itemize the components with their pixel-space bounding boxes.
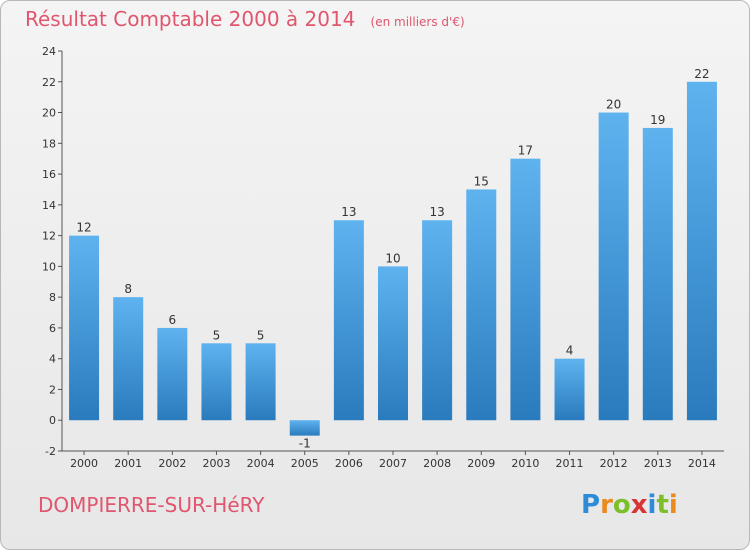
bar-value-label: 15 (474, 174, 489, 188)
x-tick-label: 2003 (202, 457, 230, 470)
proxiti-logo: Proxiti (581, 490, 678, 520)
bar (554, 358, 585, 421)
bar (157, 327, 188, 421)
y-tick-label: 12 (42, 230, 56, 243)
x-tick-label: 2004 (247, 457, 275, 470)
bar (201, 343, 232, 421)
y-tick-label: -2 (45, 445, 56, 458)
y-tick-label: 2 (49, 383, 56, 396)
x-tick-label: 2012 (600, 457, 628, 470)
bar-value-label: 6 (169, 313, 177, 327)
x-tick-label: 2013 (644, 457, 672, 470)
bar-value-label: -1 (299, 437, 311, 451)
x-tick-label: 2007 (379, 457, 407, 470)
y-tick-label: 8 (49, 291, 56, 304)
x-tick-label: 2005 (291, 457, 319, 470)
bar-value-label: 5 (213, 328, 221, 342)
bar (289, 420, 320, 436)
y-tick-label: 6 (49, 322, 56, 335)
y-tick-label: 24 (42, 45, 56, 58)
x-tick-label: 2006 (335, 457, 363, 470)
x-tick-label: 2008 (423, 457, 451, 470)
bar-value-label: 12 (76, 221, 91, 235)
y-tick-label: 18 (42, 137, 56, 150)
logo-letter: o (612, 490, 631, 520)
bar-value-label: 20 (606, 98, 621, 112)
bar (69, 235, 100, 421)
bar (245, 343, 276, 421)
chart-title-row: Résultat Comptable 2000 à 2014 (en milli… (25, 7, 465, 31)
x-tick-label: 2011 (556, 457, 584, 470)
bar-value-label: 8 (124, 282, 132, 296)
y-tick-label: 20 (42, 107, 56, 120)
logo-letter: x (630, 490, 648, 520)
logo-letter: i (647, 490, 657, 520)
bar (686, 81, 717, 421)
bar (466, 189, 497, 421)
bar (113, 297, 144, 421)
commune-name: DOMPIERRE-SUR-HéRY (38, 493, 265, 517)
bar (422, 220, 453, 421)
chart-title: Résultat Comptable 2000 à 2014 (25, 7, 356, 31)
x-tick-label: 2009 (467, 457, 495, 470)
bar-value-label: 4 (566, 344, 574, 358)
bar-value-label: 13 (429, 205, 444, 219)
y-tick-label: 22 (42, 76, 56, 89)
y-tick-label: 4 (49, 353, 56, 366)
logo-letter: i (668, 490, 678, 520)
bar-value-label: 17 (518, 144, 533, 158)
y-tick-label: 14 (42, 199, 56, 212)
y-tick-label: 16 (42, 168, 56, 181)
bar-value-label: 22 (694, 67, 709, 81)
bar-value-label: 19 (650, 113, 665, 127)
logo-letter: P (581, 490, 601, 520)
bar (333, 220, 364, 421)
logo-letter: r (600, 490, 613, 520)
y-tick-label: 0 (49, 414, 56, 427)
chart-subtitle: (en milliers d'€) (370, 15, 465, 29)
logo-letter: t (656, 490, 669, 520)
x-tick-label: 2010 (511, 457, 539, 470)
bar-value-label: 10 (385, 251, 400, 265)
bar (510, 158, 541, 421)
bar (378, 266, 408, 421)
x-tick-label: 2001 (114, 457, 142, 470)
x-tick-label: 2000 (70, 457, 98, 470)
bar-value-label: 13 (341, 205, 356, 219)
x-tick-label: 2014 (688, 457, 716, 470)
bar (642, 127, 673, 421)
x-tick-label: 2002 (158, 457, 186, 470)
y-tick-label: 10 (42, 260, 56, 273)
bar-value-label: 5 (257, 328, 265, 342)
bar (598, 112, 629, 421)
